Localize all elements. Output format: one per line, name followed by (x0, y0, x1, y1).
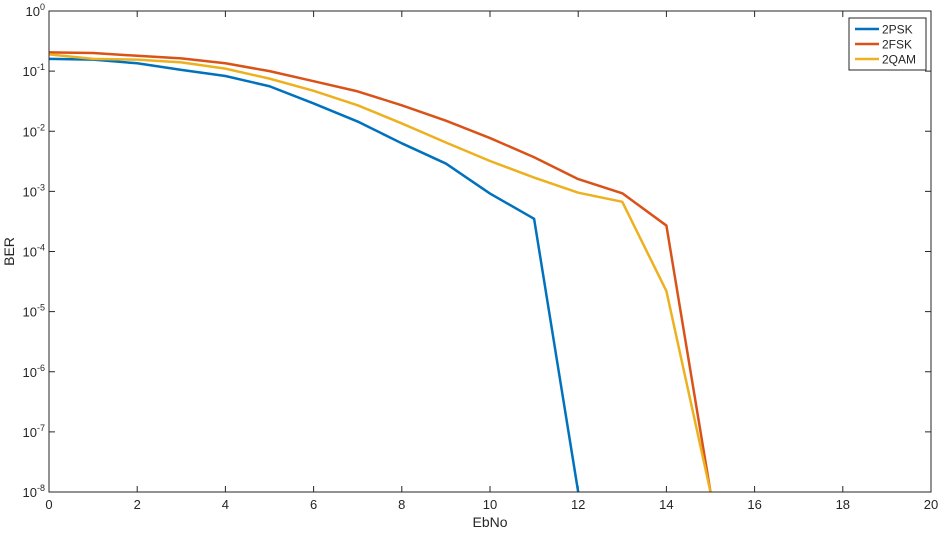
series-line-2fsk (48, 51, 712, 493)
x-tick-label: 0 (45, 497, 52, 512)
y-tick-label: 10-4 (23, 243, 45, 260)
legend-label: 2FSK (882, 38, 912, 52)
x-tick-label: 18 (836, 497, 850, 512)
x-tick-label: 16 (747, 497, 761, 512)
series-line-2psk (48, 57, 580, 493)
y-tick-label: 10-7 (23, 423, 45, 440)
x-tick-label: 6 (310, 497, 317, 512)
y-tick-label: 100 (26, 2, 45, 19)
x-tick-label: 12 (571, 497, 585, 512)
series-line-2qam (48, 53, 712, 493)
series-lines (48, 51, 712, 493)
x-tick-label: 8 (398, 497, 405, 512)
x-tick-label: 4 (222, 497, 229, 512)
y-tick-label: 10-5 (23, 303, 45, 320)
y-tick-label: 10-2 (23, 122, 45, 139)
axes-box (48, 10, 932, 493)
y-tick-label: 10-6 (23, 363, 45, 380)
y-tick-label: 10-1 (23, 62, 45, 79)
y-axis-ticks: 100 10-1 10-2 10-3 10-4 10-5 10-6 10-7 10-8 (23, 2, 931, 500)
legend-label: 2QAM (882, 53, 916, 67)
y-axis-label: BER (1, 237, 17, 266)
x-axis-ticks: 0 2 4 6 8 10 12 14 16 18 20 (45, 11, 938, 512)
x-tick-label: 10 (483, 497, 497, 512)
x-tick-label: 20 (924, 497, 938, 512)
y-tick-label: 10-3 (23, 182, 45, 199)
legend-label: 2PSK (882, 23, 913, 37)
x-axis-label: EbNo (472, 514, 507, 530)
x-tick-label: 14 (659, 497, 673, 512)
y-tick-label: 10-8 (23, 483, 45, 500)
x-tick-label: 2 (134, 497, 141, 512)
